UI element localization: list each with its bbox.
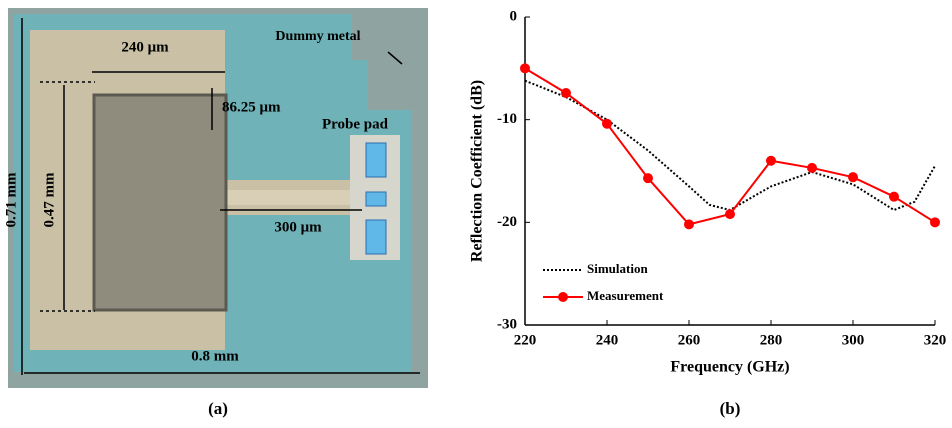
caption: (a): [208, 399, 228, 418]
x-tick-label: 260: [678, 332, 701, 348]
marker: [684, 219, 694, 230]
marker: [643, 173, 653, 184]
marker: [807, 162, 817, 173]
y-tick-label: -10: [497, 111, 517, 127]
x-tick-label: 320: [924, 332, 947, 348]
chip-photo: 240 μm Dummy metal 86.25 μm Probe pad 0.…: [3, 8, 428, 388]
annotation: Dummy metal: [275, 29, 360, 44]
marker: [520, 63, 530, 74]
legend-label: Measurement: [587, 288, 664, 303]
marker: [561, 87, 571, 98]
dimension-label: 300 μm: [274, 219, 322, 235]
dimension-label: 0.71 mm: [3, 172, 19, 227]
y-tick-label: -30: [497, 316, 517, 332]
y-axis-title: Reflection Coefficient (dB): [469, 80, 486, 262]
caption: (b): [720, 399, 741, 418]
marker: [930, 217, 940, 228]
dimension-label: 0.47 mm: [41, 172, 57, 227]
marker: [602, 118, 612, 129]
x-tick-label: 240: [596, 332, 619, 348]
x-axis-title: Frequency (GHz): [670, 359, 789, 376]
y-tick-label: 0: [510, 8, 518, 24]
dimension-label: 240 μm: [121, 39, 169, 55]
x-tick-label: 220: [514, 332, 537, 348]
x-tick-label: 280: [760, 332, 783, 348]
marker: [766, 155, 776, 166]
probe-pad: [365, 142, 387, 178]
x-tick-label: 300: [842, 332, 865, 348]
probe-pad: [365, 219, 387, 255]
legend-marker: [558, 292, 568, 302]
series-line: [524, 67, 936, 226]
marker: [725, 209, 735, 220]
dimension-label: 86.25 μm: [222, 99, 281, 115]
capacitor: [92, 93, 228, 312]
dimension-label: 0.8 mm: [191, 348, 239, 364]
marker: [889, 191, 899, 202]
y-tick-label: -20: [497, 214, 517, 230]
signal-line: [225, 190, 360, 205]
series-line: [524, 79, 936, 212]
marker: [848, 172, 858, 183]
annotation: Probe pad: [322, 116, 389, 132]
probe-pad: [365, 191, 387, 207]
legend-label: Simulation: [587, 261, 648, 276]
